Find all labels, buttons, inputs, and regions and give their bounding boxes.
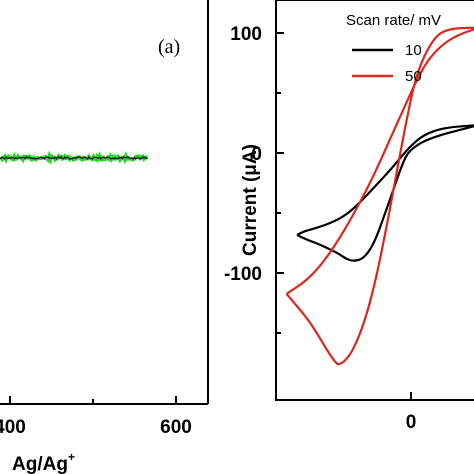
left-series-group [0, 150, 149, 165]
left-x-tick-label: 400 [0, 417, 26, 438]
baseline-trace [0, 155, 148, 161]
right-plot-frame [275, 0, 474, 401]
legend-title: Scan rate/ mV [346, 12, 441, 29]
left-x-axis-title: Ag/Ag+ [12, 450, 75, 474]
right-y-ticks [276, 32, 412, 400]
legend-label-50: 50 [405, 68, 422, 85]
left-x-ticks [9, 396, 177, 404]
right-y-axis-title: Current (μA) [240, 144, 261, 256]
cv-curve-10 [296, 124, 474, 262]
legend: Scan rate/ mV 10 50 [346, 12, 441, 85]
right-panel: 100 0 -100 0 Current (μA) Scan rate/ mV … [224, 0, 474, 433]
right-series-group [285, 26, 474, 366]
cv-curve-50 [285, 26, 474, 366]
right-y-tick-label: -100 [224, 264, 262, 285]
right-x-tick-label: 0 [406, 412, 417, 433]
left-x-tick-label: 600 [160, 417, 192, 438]
panel-label: (a) [158, 36, 180, 58]
right-y-tick-label: 0 [251, 144, 262, 165]
left-panel: (a) 400 600 Ag/Ag+ [0, 0, 209, 474]
legend-label-10: 10 [405, 42, 422, 59]
right-y-tick-label: 100 [230, 24, 262, 45]
